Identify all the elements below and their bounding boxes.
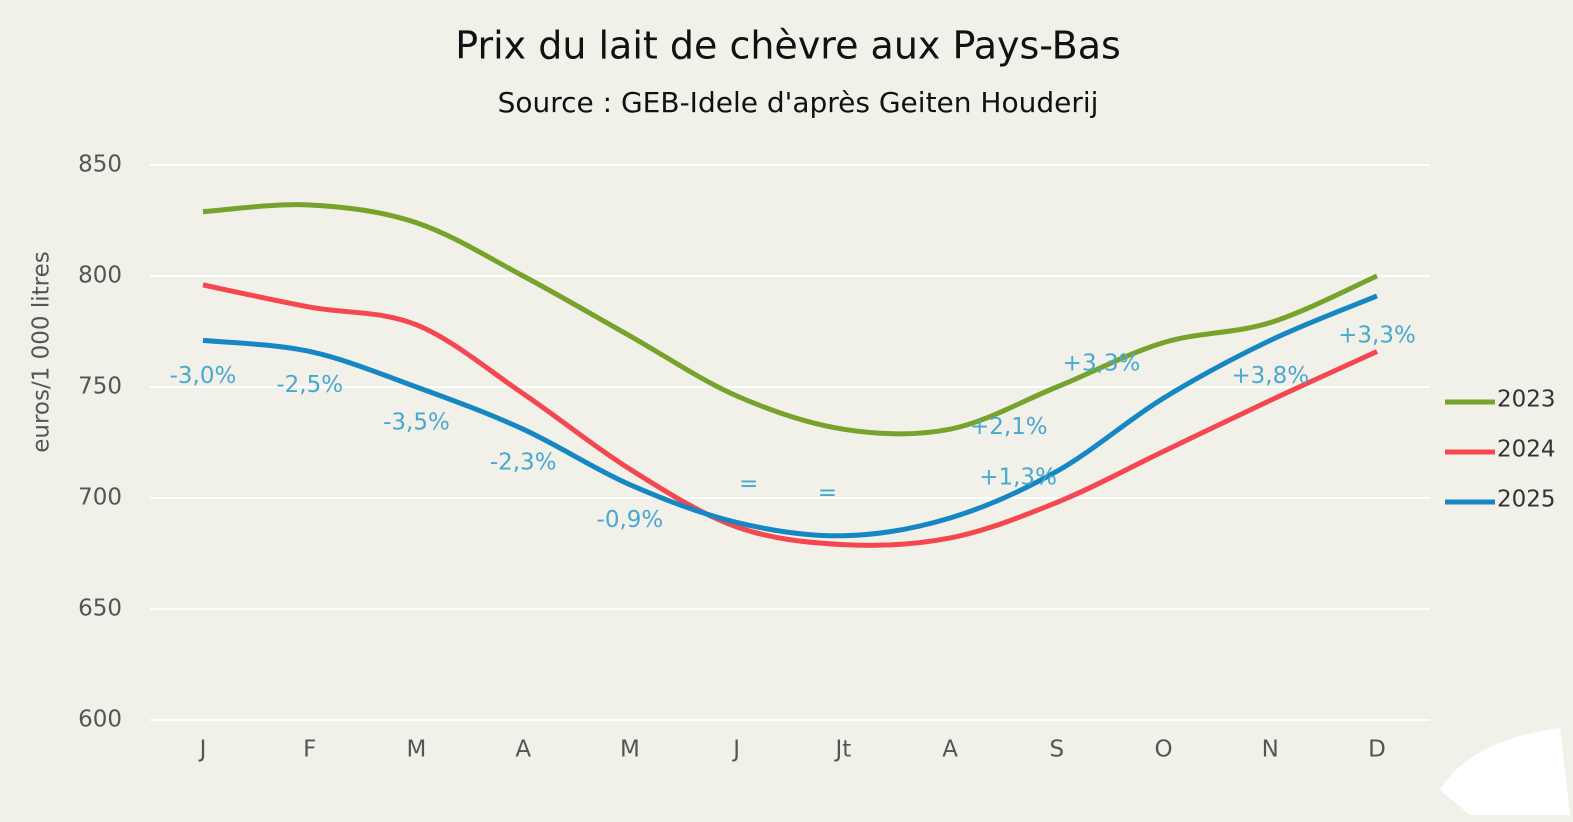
y-axis-label: euros/1 000 litres <box>29 251 55 453</box>
x-tick-label: J <box>731 737 740 763</box>
y-tick-label: 650 <box>78 596 122 622</box>
annotation: -2,5% <box>276 372 343 398</box>
annotation: +1,3% <box>979 464 1057 490</box>
annotation: -0,9% <box>597 507 664 533</box>
annotation: = <box>739 471 758 497</box>
annotation: +3,8% <box>1231 363 1309 389</box>
annotation: +2,1% <box>970 414 1048 440</box>
line-series <box>202 282 1379 548</box>
y-tick-label: 600 <box>78 707 122 733</box>
chart-title: Prix du lait de chèvre aux Pays-Bas <box>455 24 1121 68</box>
annotation: -2,3% <box>490 450 557 476</box>
x-tick-label: M <box>620 737 640 763</box>
y-tick-label: 850 <box>78 152 122 178</box>
line-series <box>202 202 1379 437</box>
chart-subtitle: Source : GEB-Idele d'après Geiten Houder… <box>498 86 1099 119</box>
x-tick-label: F <box>303 737 316 763</box>
x-tick-label: N <box>1262 737 1279 763</box>
y-tick-label: 800 <box>78 263 122 289</box>
annotation: -3,0% <box>170 363 237 389</box>
y-tick-label: 750 <box>78 374 122 400</box>
legend-label: 2024 <box>1497 437 1556 463</box>
legend-label: 2023 <box>1497 387 1556 413</box>
annotation: = <box>818 480 837 506</box>
annotation: +3,3% <box>1063 351 1141 377</box>
x-tick-label: Jt <box>833 737 851 763</box>
line-series <box>202 293 1378 539</box>
x-tick-label: A <box>515 737 531 763</box>
annotation: +3,3% <box>1338 322 1416 348</box>
x-tick-label: A <box>942 737 958 763</box>
y-tick-label: 700 <box>78 485 122 511</box>
x-tick-label: D <box>1368 737 1386 763</box>
x-tick-label: S <box>1050 737 1065 763</box>
annotation: -3,5% <box>383 410 450 436</box>
x-tick-label: M <box>407 737 427 763</box>
logo-shape <box>1440 728 1570 815</box>
x-tick-label: J <box>198 737 207 763</box>
legend-label: 2025 <box>1497 487 1556 513</box>
x-tick-label: O <box>1154 737 1172 763</box>
